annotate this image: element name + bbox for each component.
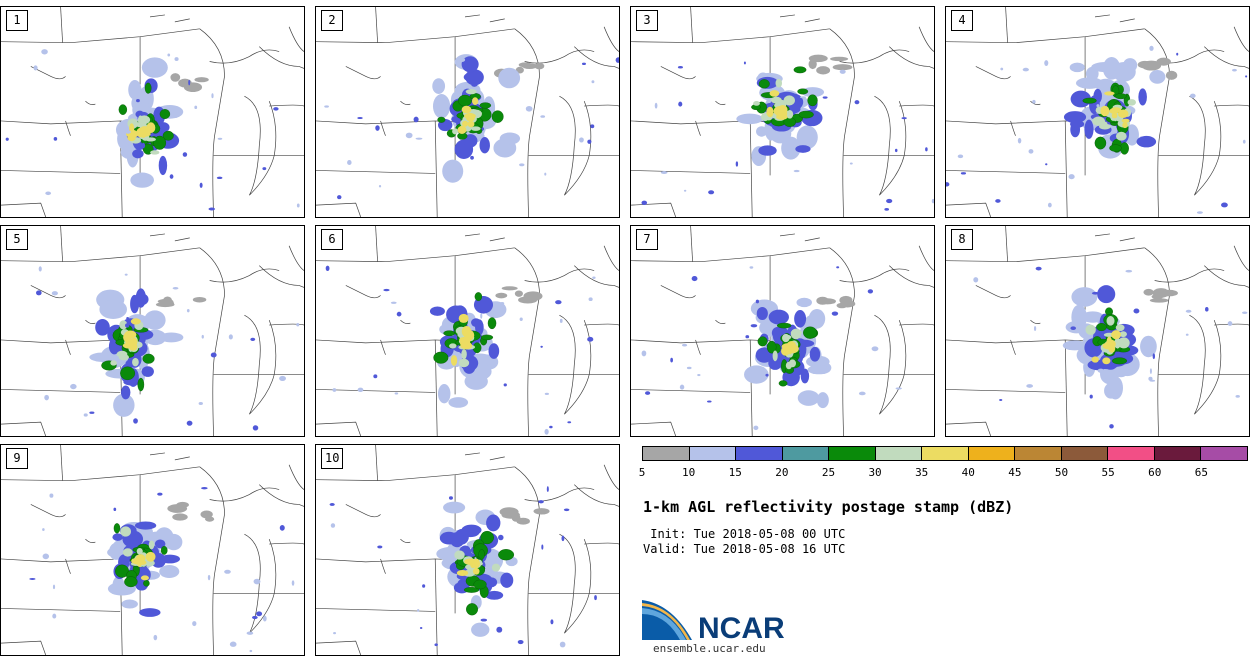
- ensemble-member-map-4: 4: [945, 6, 1250, 218]
- ensemble-member-map-3: 3: [630, 6, 935, 218]
- colorbar-tick: 20: [775, 466, 789, 479]
- colorbar-tick: 50: [1054, 466, 1069, 479]
- colorbar-segment-2: [736, 447, 783, 460]
- colorbar-segment-7: [968, 447, 1016, 460]
- colorbar-tick: 55: [1101, 466, 1115, 479]
- svg-text:NCAR: NCAR: [698, 612, 785, 642]
- member-label: 6: [321, 229, 343, 250]
- member-label: 1: [6, 10, 28, 31]
- colorbar-tick: 5: [638, 466, 646, 479]
- reflectivity-colorbar: [642, 446, 1248, 461]
- colorbar-segment-10: [1108, 447, 1155, 460]
- reflectivity-map: [1, 226, 304, 436]
- init-time: Init: Tue 2018-05-08 00 UTC: [643, 527, 846, 541]
- colorbar-tick: 35: [915, 466, 929, 479]
- ensemble-member-map-10: 10: [315, 444, 620, 656]
- colorbar-segment-1: [689, 447, 737, 460]
- colorbar-segment-0: [643, 447, 690, 460]
- colorbar-segment-3: [782, 447, 830, 460]
- colorbar-segment-6: [922, 447, 969, 460]
- reflectivity-map: [946, 7, 1249, 217]
- ensemble-member-map-1: 1: [0, 6, 305, 218]
- member-label: 4: [951, 10, 973, 31]
- reflectivity-map: [631, 7, 934, 217]
- reflectivity-map: [1, 445, 304, 655]
- colorbar-tick: 15: [728, 466, 742, 479]
- reflectivity-map: [631, 226, 934, 436]
- ensemble-member-map-2: 2: [315, 6, 620, 218]
- ensemble-member-map-9: 9: [0, 444, 305, 656]
- colorbar-tick: 10: [681, 466, 696, 479]
- colorbar-segment-12: [1201, 447, 1247, 460]
- member-label: 7: [636, 229, 658, 250]
- member-label: 8: [951, 229, 973, 250]
- member-label: 9: [6, 448, 28, 469]
- colorbar-tick: 40: [961, 466, 975, 479]
- colorbar-tick: 45: [1008, 466, 1022, 479]
- colorbar-segment-5: [875, 447, 923, 460]
- colorbar-tick: 65: [1194, 466, 1208, 479]
- reflectivity-map: [1, 7, 304, 217]
- member-label: 10: [321, 448, 344, 469]
- colorbar-tick: 60: [1148, 466, 1162, 479]
- colorbar-segment-4: [829, 447, 876, 460]
- ensemble-member-map-5: 5: [0, 225, 305, 437]
- valid-time: Valid: Tue 2018-05-08 16 UTC: [643, 542, 846, 556]
- colorbar-tick: 30: [868, 466, 882, 479]
- reflectivity-map: [316, 7, 619, 217]
- ensemble-member-map-8: 8: [945, 225, 1250, 437]
- colorbar-segment-8: [1015, 447, 1062, 460]
- logo-url: ensemble.ucar.edu: [653, 642, 766, 655]
- reflectivity-map: [316, 226, 619, 436]
- member-label: 2: [321, 10, 343, 31]
- reflectivity-map: [946, 226, 1249, 436]
- colorbar-tick: 25: [821, 466, 836, 479]
- colorbar-segment-11: [1154, 447, 1202, 460]
- member-label: 3: [636, 10, 658, 31]
- ncar-logo: NCAR: [642, 600, 785, 642]
- colorbar-segment-9: [1061, 447, 1109, 460]
- ensemble-member-map-7: 7: [630, 225, 935, 437]
- reflectivity-map: [316, 445, 619, 655]
- chart-title: 1-km AGL reflectivity postage stamp (dBZ…: [643, 498, 1014, 516]
- member-label: 5: [6, 229, 28, 250]
- ensemble-member-map-6: 6: [315, 225, 620, 437]
